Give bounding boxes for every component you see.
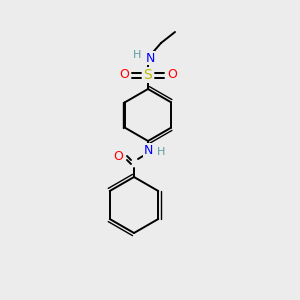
Text: O: O xyxy=(113,151,123,164)
Text: N: N xyxy=(143,143,153,157)
Text: N: N xyxy=(145,52,155,64)
Text: H: H xyxy=(133,50,141,60)
Text: O: O xyxy=(167,68,177,82)
Text: S: S xyxy=(144,68,152,82)
Text: H: H xyxy=(157,147,165,157)
Text: O: O xyxy=(119,68,129,82)
